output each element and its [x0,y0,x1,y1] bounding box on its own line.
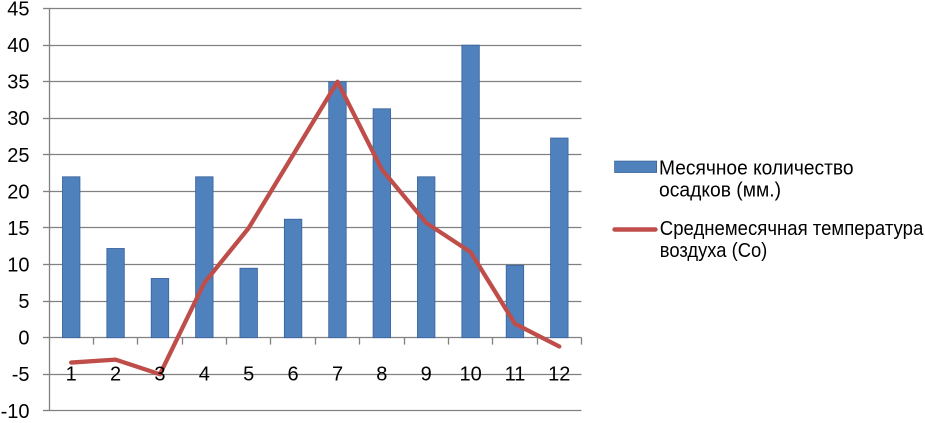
svg-text:1: 1 [66,363,77,385]
svg-text:4: 4 [199,363,210,385]
svg-text:40: 40 [7,35,29,57]
svg-text:25: 25 [7,145,29,167]
svg-text:Месячное количество: Месячное количество [659,157,854,179]
svg-text:-5: -5 [12,364,30,386]
svg-text:8: 8 [376,363,387,385]
svg-text:7: 7 [332,363,343,385]
svg-text:12: 12 [548,363,570,385]
svg-text:воздуха (Со): воздуха (Со) [660,240,768,262]
svg-text:5: 5 [18,291,29,313]
svg-text:10: 10 [7,255,29,277]
svg-text:6: 6 [288,363,299,385]
svg-text:5: 5 [243,363,254,385]
svg-text:10: 10 [459,363,481,385]
svg-text:осадков (мм.): осадков (мм.) [659,179,781,201]
svg-text:0: 0 [18,328,29,350]
svg-text:35: 35 [7,72,29,94]
svg-text:-10: -10 [1,401,30,418]
svg-text:9: 9 [421,363,432,385]
svg-text:11: 11 [505,363,526,385]
svg-text:2: 2 [110,363,121,385]
svg-text:20: 20 [7,181,29,203]
svg-text:3: 3 [154,363,165,385]
svg-text:Среднемесячная температура: Среднемесячная температура [660,218,924,240]
svg-text:15: 15 [7,218,29,240]
svg-text:30: 30 [7,108,29,130]
svg-text:45: 45 [7,0,29,21]
